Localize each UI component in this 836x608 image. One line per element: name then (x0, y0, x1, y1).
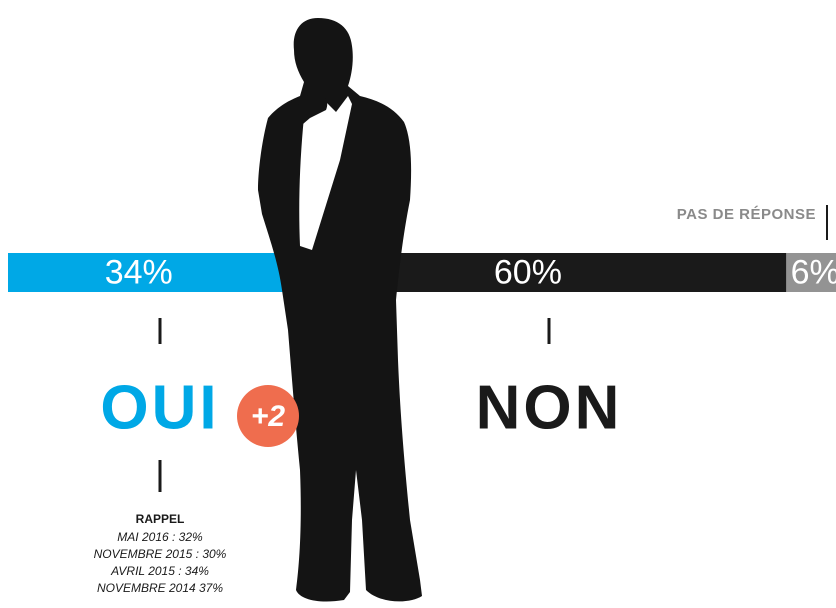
silhouette (258, 18, 422, 602)
shirt (299, 96, 352, 250)
bar-group: 34% 60% 6% (8, 253, 836, 292)
bar-segment (786, 253, 836, 292)
recall-line: NOVEMBRE 2014 37% (97, 581, 223, 595)
recall-line: NOVEMBRE 2015 : 30% (94, 547, 227, 561)
series-name: OUI (100, 373, 219, 442)
series-name: NON (476, 373, 623, 442)
change-label: +2 (251, 400, 286, 433)
change-badge (237, 385, 299, 447)
bar-segment (8, 253, 290, 292)
recall-title: RAPPEL (136, 512, 185, 526)
hand (294, 93, 328, 130)
recall-line: MAI 2016 : 32% (117, 530, 203, 544)
value-label: 60% (494, 253, 562, 291)
recall-line: AVRIL 2015 : 34% (110, 564, 209, 578)
series-name: PAS DE RÉPONSE (677, 206, 816, 223)
value-label: 6% (791, 253, 836, 291)
value-label: 34% (105, 253, 173, 291)
